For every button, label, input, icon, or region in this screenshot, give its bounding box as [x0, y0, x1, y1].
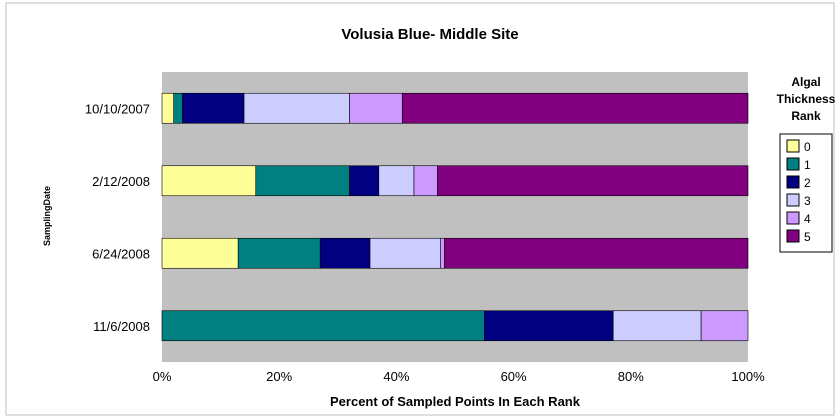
- legend-label-rank-3: 3: [804, 194, 811, 208]
- legend-swatch-rank-2: [786, 175, 800, 189]
- x-axis-labels: 0% 20% 40% 60% 80% 100%: [153, 369, 765, 384]
- legend-label-rank-1: 1: [804, 158, 811, 172]
- y-tick-label: 6/24/2008: [92, 246, 150, 261]
- bar-segment-rank-2: [483, 310, 614, 342]
- y-tick-label: 11/6/2008: [93, 319, 150, 334]
- chart-title: Volusia Blue- Middle Site: [341, 26, 518, 43]
- bar-segment-rank-2: [182, 92, 245, 124]
- bar-segment-rank-0: [161, 165, 257, 197]
- x-axis-title: Percent of Sampled Points In Each Rank: [330, 394, 581, 409]
- legend-label-rank-5: 5: [804, 230, 811, 244]
- bar-segment-rank-4: [349, 92, 403, 124]
- x-tick-label: 60%: [501, 369, 527, 384]
- legend-swatch-rank-4: [786, 211, 800, 225]
- bar-segment-rank-0: [161, 92, 175, 124]
- legend-title-line: Rank: [791, 109, 821, 123]
- bar-segment-rank-2: [319, 237, 371, 269]
- bar-segment-rank-1: [173, 92, 183, 124]
- bar-segment-rank-3: [243, 92, 350, 124]
- y-axis-labels: 10/10/2007 2/12/2008 6/24/2008 11/6/2008: [85, 101, 150, 334]
- bar-segment-rank-5: [444, 237, 749, 269]
- legend-title: Algal Thickness Rank: [777, 75, 836, 123]
- bar-segment-rank-0: [161, 237, 239, 269]
- legend-swatch-rank-3: [786, 193, 800, 207]
- legend-label-rank-4: 4: [804, 212, 811, 226]
- x-tick-label: 40%: [383, 369, 409, 384]
- bar-segment-rank-5: [401, 92, 749, 124]
- legend-swatch-rank-1: [786, 157, 800, 171]
- y-axis-title: SamplingDate: [42, 186, 52, 246]
- legend-title-line: Algal: [791, 75, 820, 89]
- bar-segment-rank-4: [413, 165, 438, 197]
- legend: 0 1 2 3 4 5: [779, 133, 833, 253]
- x-tick-label: 100%: [731, 369, 765, 384]
- x-tick-label: 20%: [266, 369, 292, 384]
- bar-segment-rank-1: [161, 310, 485, 342]
- legend-swatch-rank-0: [786, 139, 800, 153]
- bar-segment-rank-4: [700, 310, 749, 342]
- bar-segment-rank-3: [378, 165, 415, 197]
- bar-group: [161, 92, 749, 342]
- legend-label-rank-2: 2: [804, 176, 811, 190]
- legend-title-line: Thickness: [777, 92, 836, 106]
- legend-label-rank-0: 0: [804, 140, 811, 154]
- bar-segment-rank-1: [237, 237, 321, 269]
- y-tick-label: 10/10/2007: [85, 101, 150, 116]
- legend-swatch-rank-5: [786, 229, 800, 243]
- bar-segment-rank-1: [255, 165, 350, 197]
- y-tick-label: 2/12/2008: [92, 174, 150, 189]
- bar-segment-rank-4: [440, 237, 445, 269]
- x-tick-label: 80%: [618, 369, 644, 384]
- bar-segment-rank-3: [612, 310, 702, 342]
- x-tick-label: 0%: [153, 369, 172, 384]
- bar-segment-rank-2: [349, 165, 380, 197]
- bar-segment-rank-5: [437, 165, 749, 197]
- bar-segment-rank-3: [369, 237, 441, 269]
